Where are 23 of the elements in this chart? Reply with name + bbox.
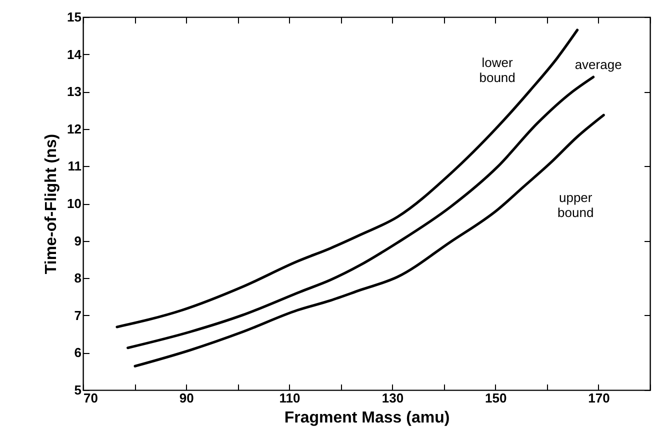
x-axis-title: Fragment Mass (amu) [284,410,450,426]
series-label: average [574,57,622,72]
line-series [134,114,605,368]
y-tick-label: 11 [68,158,82,174]
x-tick-label: 110 [279,390,300,406]
y-tick-label: 15 [67,10,82,24]
x-tick-label: 70 [84,390,98,406]
x-tick-label: 150 [485,390,507,406]
y-tick-label: 5 [74,382,82,398]
y-tick-label: 6 [74,345,82,360]
x-tick-label: 90 [179,390,194,406]
y-tick-label: 7 [74,308,82,323]
y-tick-label: 12 [67,121,82,136]
y-tick-label: 14 [67,46,82,62]
y-tick-label: 9 [74,233,82,248]
x-tick-label: 130 [382,390,404,406]
series-label: upper bound [558,190,594,220]
y-tick-label: 10 [67,196,82,211]
y-tick-label: 13 [67,84,82,100]
y-tick-label: 8 [74,270,82,286]
x-tick-label: 170 [588,390,610,406]
series-label: lower bound [479,55,516,86]
y-axis-title: Time-of-Flight (ns) [43,134,60,274]
